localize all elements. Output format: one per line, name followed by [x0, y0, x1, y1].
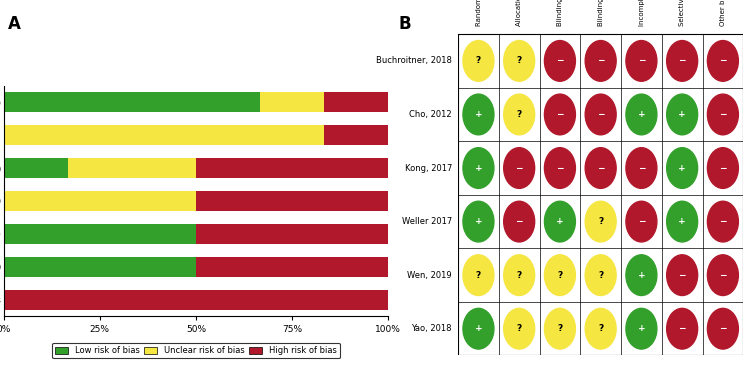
Text: B: B: [399, 14, 412, 33]
Legend: Low risk of bias, Unclear risk of bias, High risk of bias: Low risk of bias, Unclear risk of bias, …: [52, 343, 340, 359]
Text: A: A: [7, 14, 20, 33]
